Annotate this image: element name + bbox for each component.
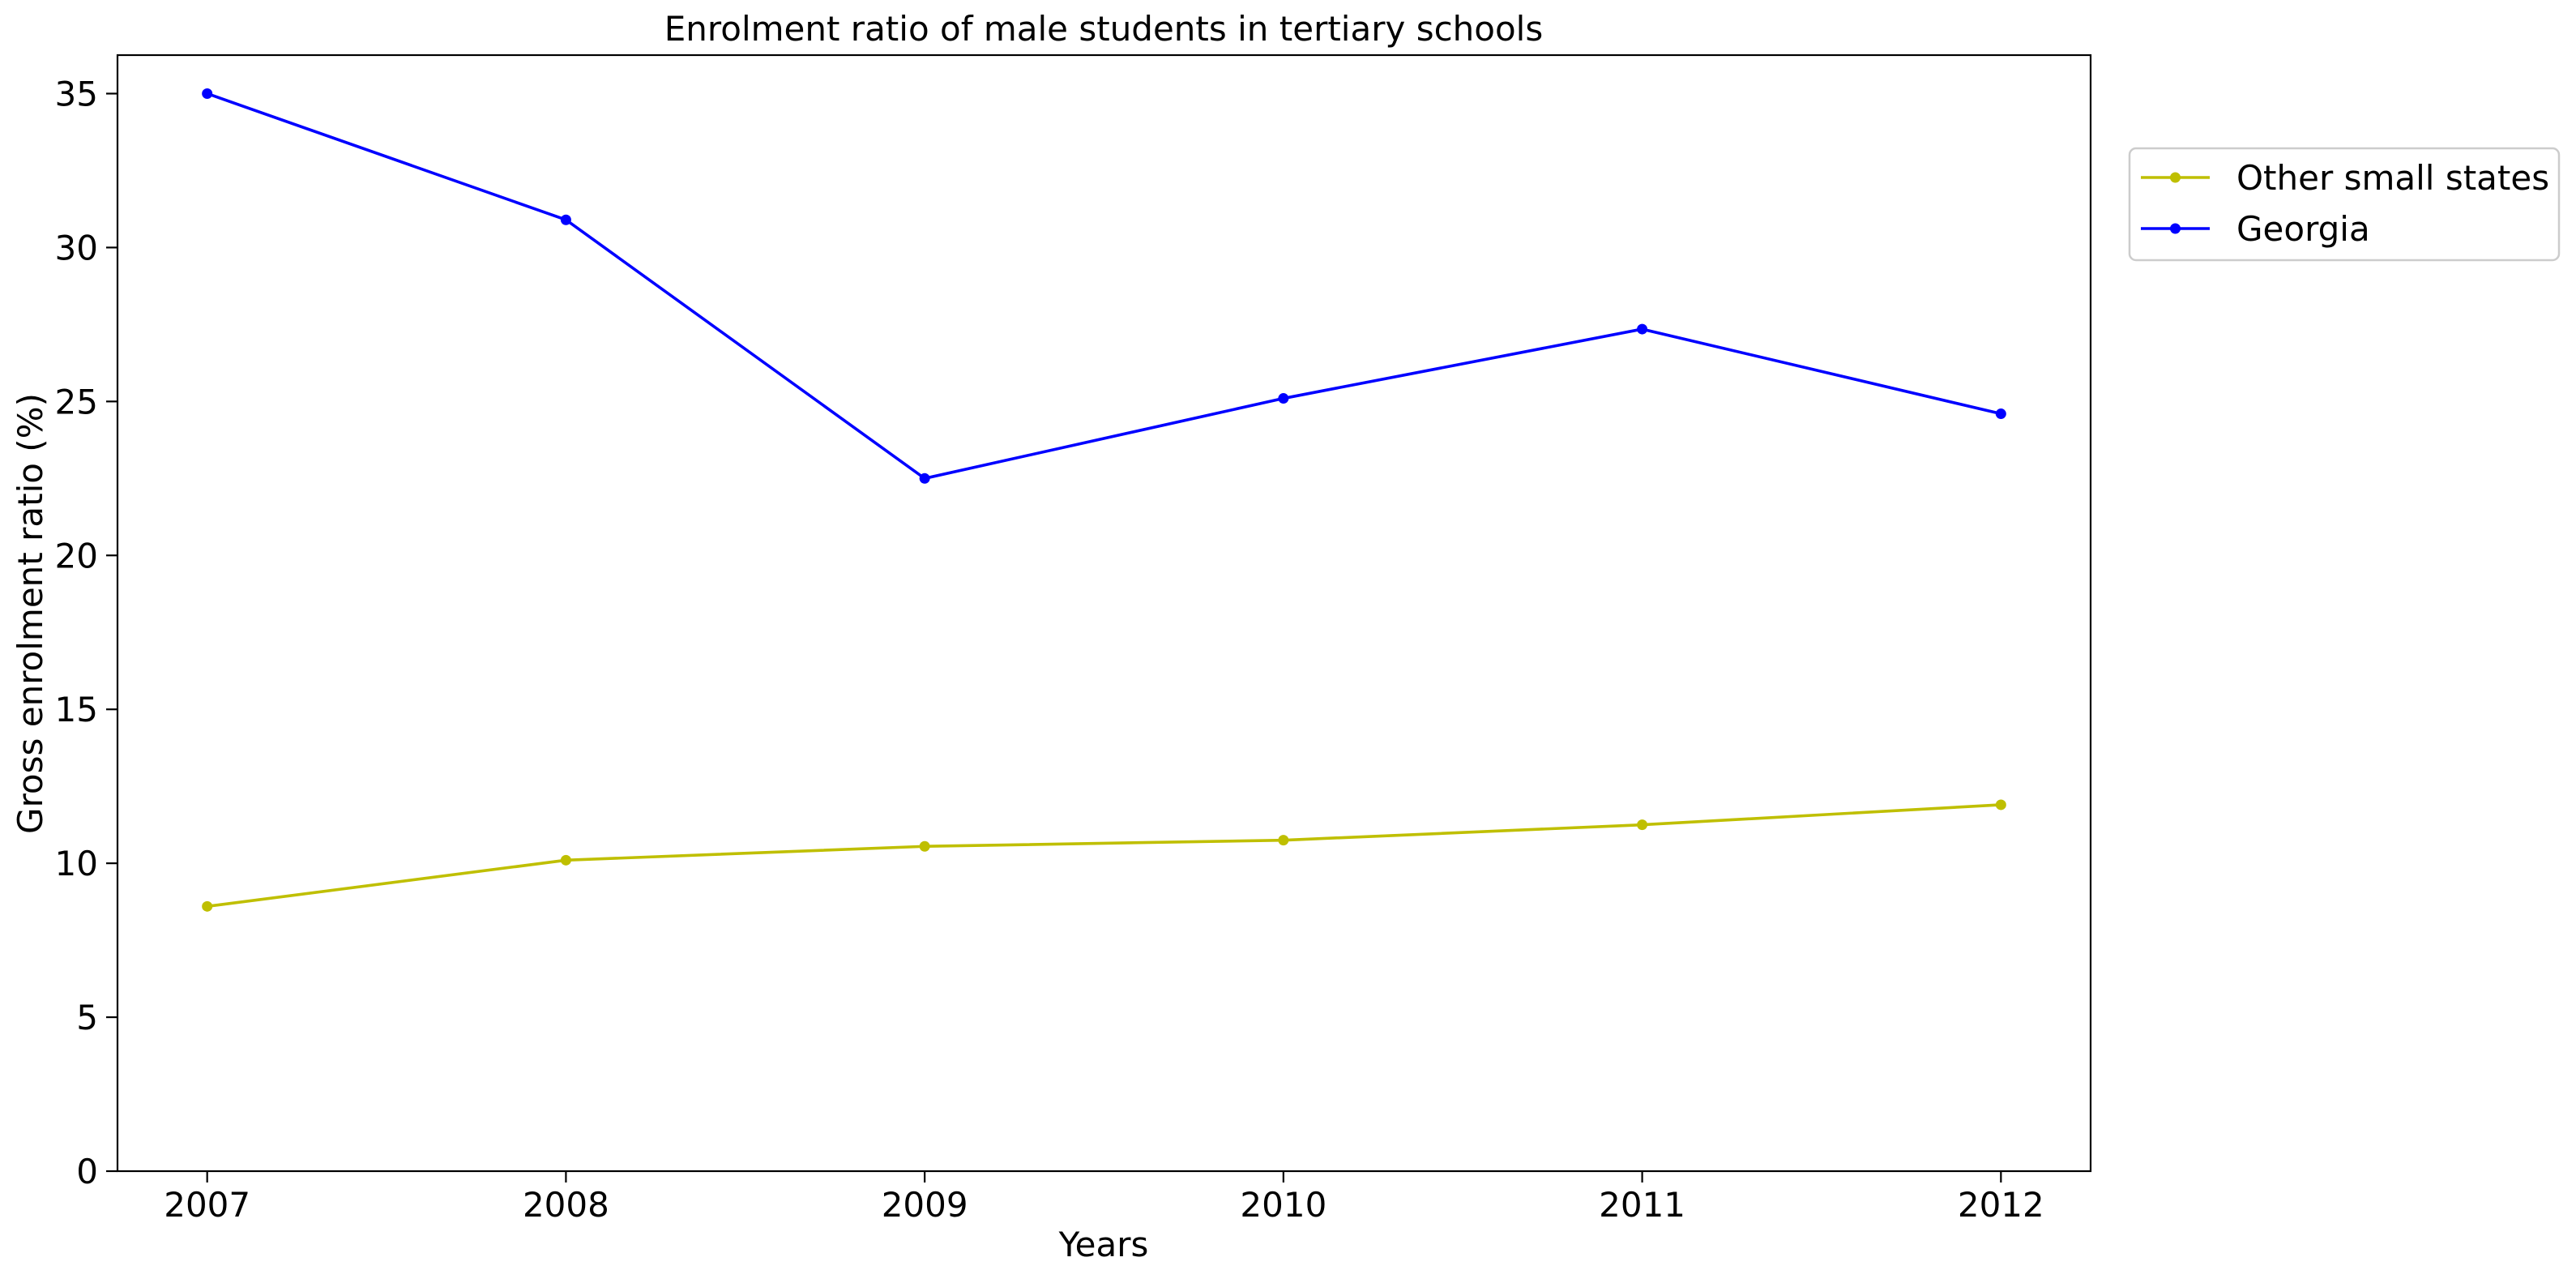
y-tick-label: 25 bbox=[55, 382, 98, 421]
y-tick-label: 10 bbox=[55, 844, 98, 883]
data-point bbox=[1995, 799, 2006, 810]
y-tick-label: 15 bbox=[55, 690, 98, 729]
data-point bbox=[1278, 835, 1289, 846]
legend-label: Other small states bbox=[2236, 158, 2549, 198]
data-point bbox=[1278, 393, 1289, 404]
x-tick-label: 2012 bbox=[1958, 1185, 2044, 1225]
y-tick-label: 5 bbox=[76, 998, 98, 1037]
series-line bbox=[207, 92, 2001, 481]
x-axis-label: Years bbox=[1058, 1225, 1149, 1264]
series-0 bbox=[202, 799, 2006, 912]
data-point bbox=[1637, 323, 1648, 335]
legend-swatch-marker bbox=[2170, 172, 2181, 183]
x-tick-label: 2009 bbox=[882, 1185, 968, 1225]
y-axis-label: Gross enrolment ratio (%) bbox=[11, 393, 50, 834]
legend-entry: Other small states bbox=[2141, 158, 2549, 198]
legend-box bbox=[2128, 147, 2561, 262]
x-tick-label: 2011 bbox=[1599, 1185, 1685, 1225]
y-tick-label: 20 bbox=[55, 536, 98, 575]
data-point bbox=[919, 840, 930, 852]
y-tick-label: 30 bbox=[55, 228, 98, 267]
x-tick-label: 2008 bbox=[523, 1185, 609, 1225]
legend-entries: Other small states Georgia bbox=[2141, 158, 2549, 249]
data-point bbox=[202, 900, 213, 912]
x-tick-label: 2010 bbox=[1240, 1185, 1326, 1225]
data-point bbox=[1637, 819, 1648, 831]
data-point bbox=[202, 88, 213, 99]
chart-title: Enrolment ratio of male students in tert… bbox=[664, 9, 1543, 49]
y-tick-label: 0 bbox=[76, 1152, 98, 1191]
axes-layer: 2007 2008 2009 2010 2011 2012 0 5 10 15 20 25 30 35 bbox=[55, 74, 2044, 1225]
data-point bbox=[560, 854, 571, 866]
x-tick-label: 2007 bbox=[164, 1185, 250, 1225]
series-line bbox=[207, 803, 2001, 909]
data-point bbox=[919, 473, 930, 484]
plot-frame bbox=[116, 53, 2092, 1173]
data-point bbox=[560, 214, 571, 225]
legend-swatch-marker bbox=[2170, 223, 2181, 234]
y-tick-label: 35 bbox=[55, 74, 98, 113]
legend-entry: Georgia bbox=[2141, 209, 2370, 249]
series-1 bbox=[202, 88, 2006, 484]
legend-label: Georgia bbox=[2236, 209, 2370, 249]
data-point bbox=[1995, 408, 2006, 420]
series-layer bbox=[202, 88, 2006, 912]
legend: Other small states Georgia bbox=[2128, 147, 2561, 262]
